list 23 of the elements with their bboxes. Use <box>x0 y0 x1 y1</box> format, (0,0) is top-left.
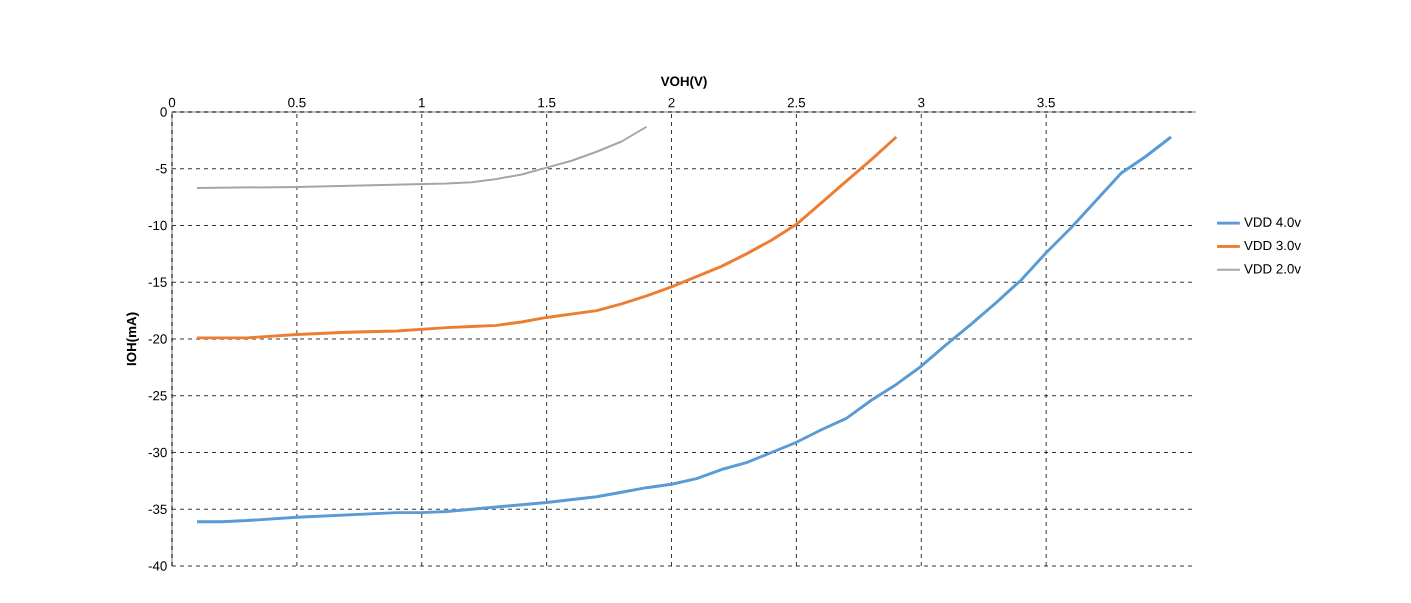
y-tick-label: -25 <box>148 391 167 401</box>
legend-label: VDD 2.0v <box>1244 264 1301 274</box>
y-tick-label: -35 <box>148 504 167 514</box>
x-tick-label: 0 <box>168 97 176 108</box>
x-tick-label: 2 <box>668 97 675 108</box>
x-axis-title: VOH(V) <box>660 76 707 89</box>
x-tick-label: 1 <box>419 98 425 108</box>
y-tick-label: 0 <box>160 107 167 117</box>
x-tick-label: 3.5 <box>1037 97 1055 108</box>
y-tick-label: -20 <box>148 334 167 344</box>
y-tick-label: -5 <box>156 164 167 174</box>
y-tick-label: -10 <box>148 220 167 231</box>
y-axis-title: IOH(mA) <box>126 312 139 366</box>
legend-label: VDD 3.0v <box>1244 240 1301 251</box>
y-tick-label: -15 <box>148 277 167 287</box>
legend-label: VDD 4.0v <box>1244 217 1301 227</box>
x-tick-label: 1.5 <box>538 97 556 108</box>
x-tick-label: 3 <box>918 97 925 108</box>
line-series <box>195 135 898 340</box>
x-tick-label: 0.5 <box>288 97 306 108</box>
y-tick-label: -30 <box>148 447 167 458</box>
y-tick-label: -40 <box>148 561 167 571</box>
x-tick-label: 2.5 <box>787 97 806 108</box>
